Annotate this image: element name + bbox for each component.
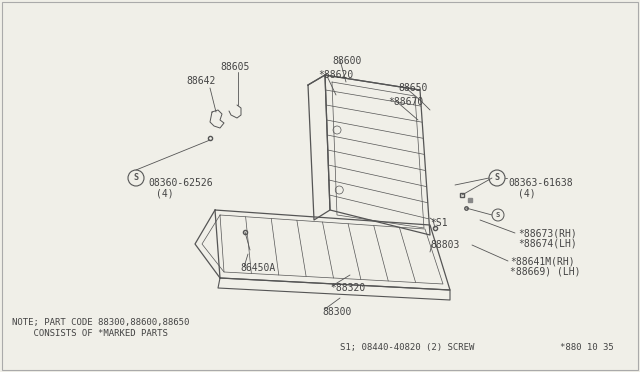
Text: *88620: *88620 [318, 70, 353, 80]
Text: 88300: 88300 [322, 307, 351, 317]
Text: *88674(LH): *88674(LH) [518, 239, 577, 249]
Text: CONSISTS OF *MARKED PARTS: CONSISTS OF *MARKED PARTS [12, 329, 168, 338]
Text: 88650: 88650 [398, 83, 428, 93]
Text: *88669) (LH): *88669) (LH) [510, 267, 580, 277]
Text: *88673(RH): *88673(RH) [518, 228, 577, 238]
Text: *88670: *88670 [388, 97, 423, 107]
Text: 88803: 88803 [430, 240, 460, 250]
Text: *880 10 35: *880 10 35 [560, 343, 614, 352]
Text: 08363-61638: 08363-61638 [508, 178, 573, 188]
Text: (4): (4) [518, 189, 536, 199]
Text: 86450A: 86450A [240, 263, 275, 273]
Text: S: S [496, 212, 500, 218]
Text: NOTE; PART CODE 88300,88600,88650: NOTE; PART CODE 88300,88600,88650 [12, 318, 189, 327]
Text: 08360-62526: 08360-62526 [148, 178, 212, 188]
Text: *88641M(RH): *88641M(RH) [510, 256, 575, 266]
Text: S1; 08440-40820 (2) SCREW: S1; 08440-40820 (2) SCREW [340, 343, 474, 352]
Text: 88642: 88642 [186, 76, 216, 86]
Text: 88605: 88605 [220, 62, 250, 72]
Text: S: S [495, 173, 499, 183]
Text: *88320: *88320 [330, 283, 365, 293]
Text: *S1: *S1 [430, 218, 447, 228]
Text: S: S [134, 173, 138, 183]
Text: 88600: 88600 [332, 56, 362, 66]
Text: (4): (4) [156, 189, 173, 199]
